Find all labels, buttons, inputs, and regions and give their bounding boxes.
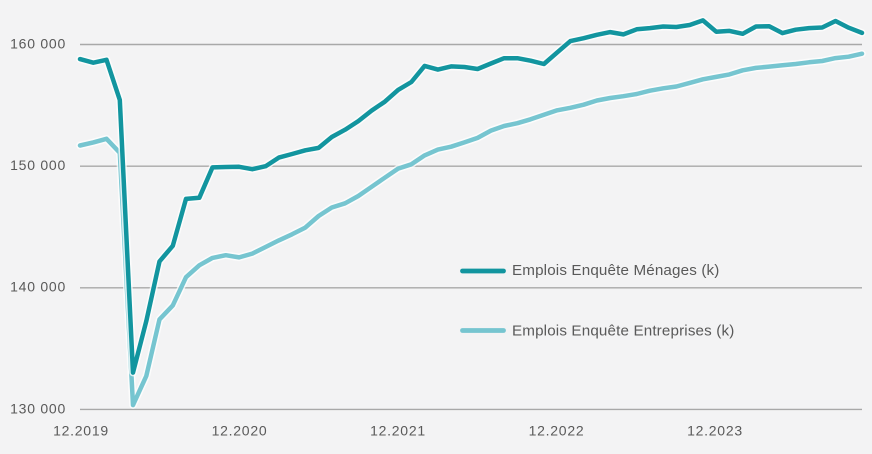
svg-text:140 000: 140 000 [10,279,66,295]
svg-text:150 000: 150 000 [10,157,66,173]
svg-text:Emplois Enquête Entreprises (k: Emplois Enquête Entreprises (k) [512,323,734,340]
svg-text:130 000: 130 000 [10,400,66,416]
svg-text:12.2022: 12.2022 [529,423,585,439]
svg-text:12.2021: 12.2021 [370,423,426,439]
svg-text:Emplois Enquête Ménages (k): Emplois Enquête Ménages (k) [512,262,720,279]
svg-text:160 000: 160 000 [10,35,66,51]
svg-text:12.2023: 12.2023 [687,423,743,439]
svg-text:12.2020: 12.2020 [212,423,268,439]
svg-text:12.2019: 12.2019 [53,423,109,439]
